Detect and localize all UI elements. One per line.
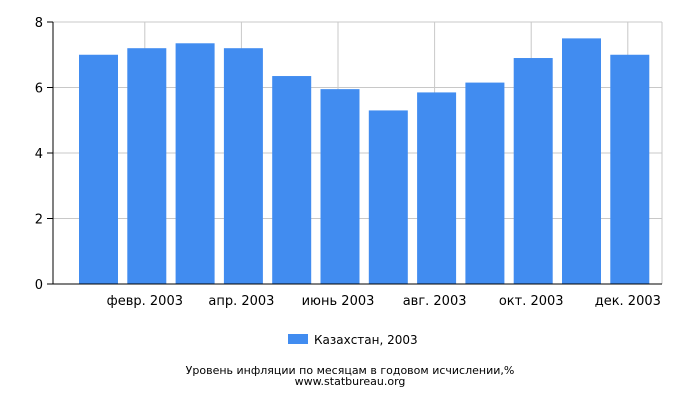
x-tick-label: февр. 2003	[107, 294, 183, 309]
bar	[272, 76, 312, 284]
bar	[127, 48, 167, 285]
y-tick-labels: 0 2 4 6 8	[35, 16, 43, 293]
bar	[368, 110, 408, 284]
chart-caption-title: Уровень инфляции по месяцам в годовом ис…	[186, 364, 515, 377]
x-tick-label: дек. 2003	[595, 294, 661, 309]
legend-label: Казахстан, 2003	[314, 333, 418, 347]
x-tick-label: июнь 2003	[302, 294, 375, 309]
bar	[223, 48, 263, 285]
y-tick-label: 2	[35, 213, 43, 228]
bar	[175, 43, 215, 284]
x-tick-label: апр. 2003	[208, 294, 274, 309]
chart-caption-source: www.statbureau.org	[295, 375, 406, 388]
bar	[562, 38, 601, 284]
x-tick-label: авг. 2003	[403, 294, 467, 309]
y-tick-label: 6	[35, 82, 43, 97]
bars-layer	[79, 38, 650, 285]
bar	[79, 54, 118, 284]
bar	[513, 58, 553, 285]
x-tick-labels: февр. 2003 апр. 2003 июнь 2003 авг. 2003 окт…	[107, 294, 661, 309]
y-tick-label: 4	[35, 147, 43, 162]
legend: Казахстан, 2003	[288, 333, 418, 347]
x-tick-label: окт. 2003	[499, 294, 564, 309]
bar	[320, 89, 360, 284]
y-tick-label: 8	[35, 16, 43, 31]
axis-layer	[47, 21, 662, 285]
y-tick-label: 0	[35, 278, 43, 293]
bar	[610, 54, 650, 284]
bar	[465, 82, 505, 285]
bar	[417, 92, 457, 284]
legend-swatch	[288, 334, 308, 344]
